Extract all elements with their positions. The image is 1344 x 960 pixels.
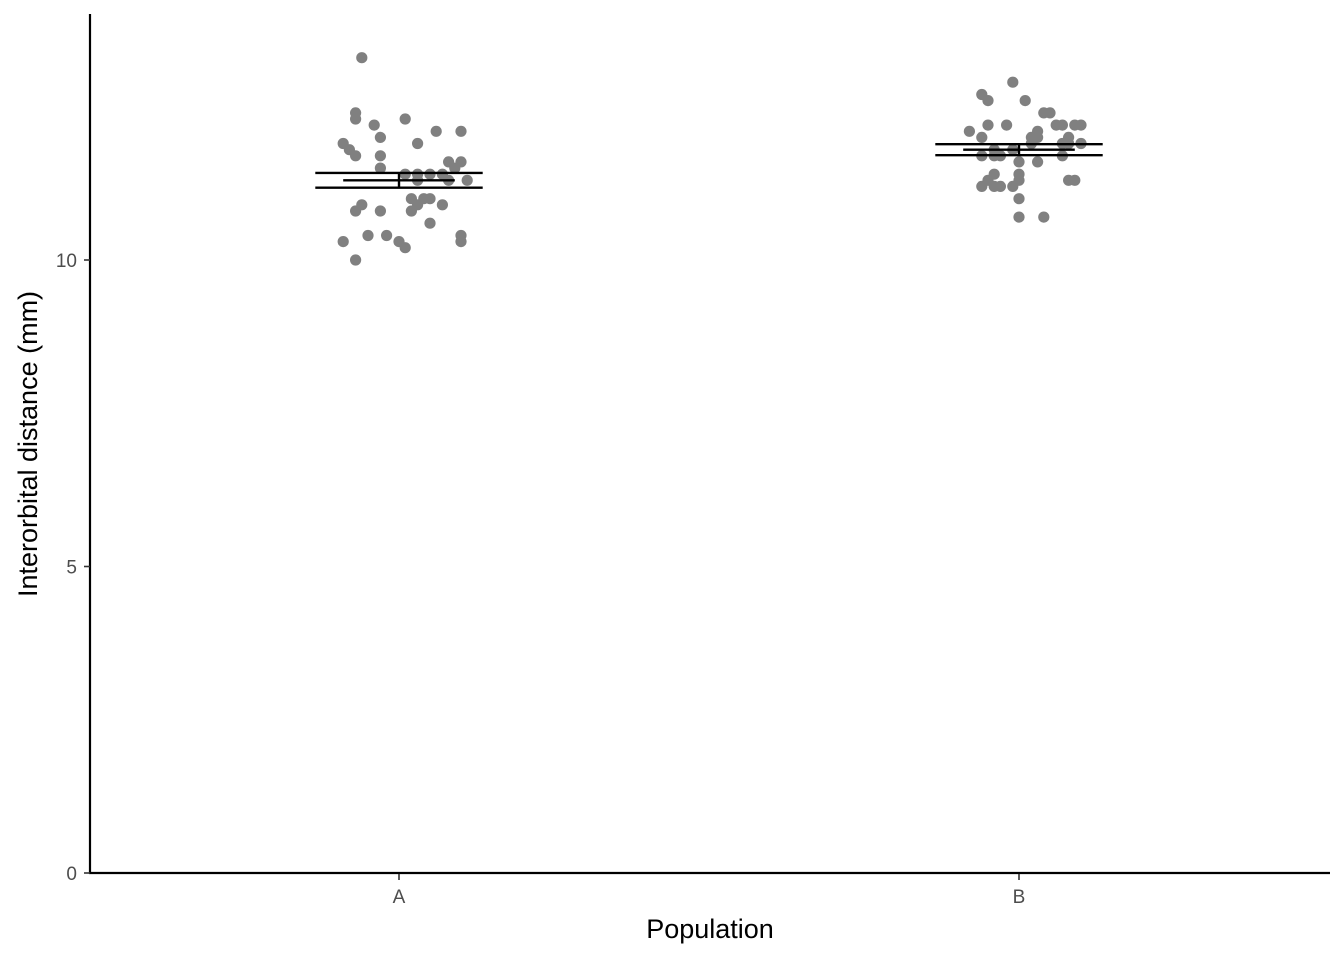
data-point xyxy=(374,162,386,174)
data-point xyxy=(1013,211,1025,223)
data-point xyxy=(412,137,424,150)
data-point xyxy=(455,236,467,248)
data-point xyxy=(337,236,349,248)
data-point xyxy=(1038,211,1050,223)
data-point xyxy=(424,193,436,205)
data-point xyxy=(399,113,411,125)
data-point xyxy=(1075,119,1087,131)
data-point xyxy=(1007,76,1019,88)
data-point xyxy=(436,199,448,211)
y-axis-title: Interorbital distance (mm) xyxy=(13,291,43,597)
x-tick-label: A xyxy=(393,887,406,908)
y-tick-label: 5 xyxy=(66,558,77,579)
data-point xyxy=(399,168,411,180)
data-point xyxy=(994,180,1007,192)
data-point xyxy=(424,217,436,229)
data-point xyxy=(982,119,994,131)
data-point xyxy=(356,52,368,64)
data-point xyxy=(976,180,988,192)
data-point xyxy=(1007,180,1019,192)
x-axis-title: Population xyxy=(646,914,774,944)
data-point xyxy=(424,168,436,180)
data-point xyxy=(963,125,976,137)
data-point xyxy=(350,150,362,162)
data-point xyxy=(374,150,386,162)
y-axis-ticks: 0 5 10 xyxy=(56,251,90,885)
y-tick-label: 10 xyxy=(56,251,77,272)
data-point xyxy=(1056,119,1068,131)
data-point xyxy=(461,174,473,186)
data-point xyxy=(368,119,380,131)
data-points xyxy=(337,52,1087,266)
data-point xyxy=(1013,156,1025,168)
data-point xyxy=(1032,156,1044,168)
y-tick-label: 0 xyxy=(66,864,77,885)
data-point xyxy=(350,113,362,125)
data-point xyxy=(374,131,386,143)
data-point xyxy=(455,125,467,137)
data-point xyxy=(976,131,988,143)
data-point xyxy=(982,95,994,107)
data-point xyxy=(1019,95,1031,107)
data-point xyxy=(405,205,417,217)
data-point xyxy=(350,205,362,217)
data-point xyxy=(362,229,374,242)
data-point xyxy=(1044,107,1056,119)
data-point xyxy=(430,125,442,137)
data-point xyxy=(1001,119,1013,131)
data-point xyxy=(350,254,362,266)
data-point xyxy=(449,162,461,174)
data-point xyxy=(374,205,386,217)
data-point xyxy=(1069,174,1081,186)
data-point xyxy=(381,229,393,242)
x-tick-label: B xyxy=(1013,887,1026,908)
mean-error-bars xyxy=(315,142,1103,189)
data-point xyxy=(399,242,411,254)
data-point xyxy=(1013,193,1025,205)
